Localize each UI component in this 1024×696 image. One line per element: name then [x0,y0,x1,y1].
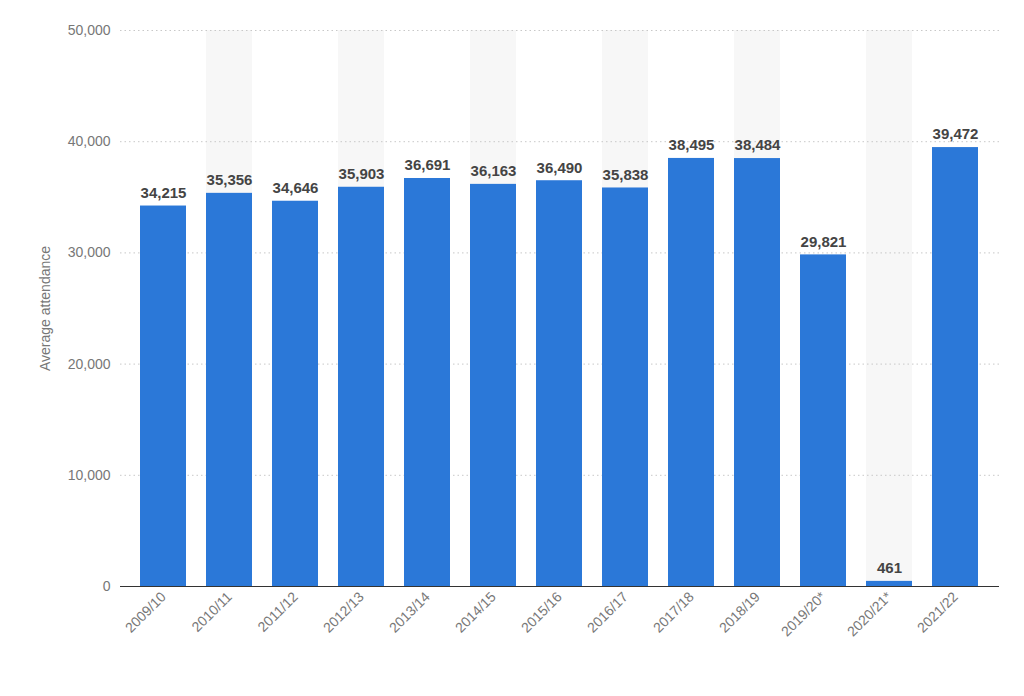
svg-text:40,000: 40,000 [68,133,111,149]
svg-text:39,472: 39,472 [933,125,979,142]
svg-text:2009/10: 2009/10 [122,588,169,635]
svg-text:2018/19: 2018/19 [716,588,763,635]
svg-text:20,000: 20,000 [68,356,111,372]
svg-text:36,490: 36,490 [537,159,583,176]
svg-text:36,691: 36,691 [405,156,451,173]
svg-text:2020/21*: 2020/21* [844,588,895,639]
svg-text:50,000: 50,000 [68,22,111,38]
svg-text:29,821: 29,821 [801,233,847,250]
svg-text:2017/18: 2017/18 [650,588,697,635]
svg-text:2016/17: 2016/17 [584,588,631,635]
svg-text:30,000: 30,000 [68,244,111,260]
svg-text:461: 461 [877,559,902,576]
svg-text:2019/20*: 2019/20* [778,588,829,639]
svg-text:38,495: 38,495 [669,136,715,153]
svg-text:2011/12: 2011/12 [254,588,301,635]
svg-text:35,903: 35,903 [339,165,385,182]
svg-text:35,356: 35,356 [207,171,253,188]
svg-text:2014/15: 2014/15 [452,588,499,635]
svg-text:34,215: 34,215 [141,184,187,201]
svg-text:38,484: 38,484 [735,136,782,153]
svg-text:2010/11: 2010/11 [188,588,235,635]
svg-text:Average attendance: Average attendance [37,246,53,371]
svg-text:2012/13: 2012/13 [320,588,367,635]
svg-text:0: 0 [103,578,111,594]
svg-text:2015/16: 2015/16 [518,588,565,635]
svg-text:10,000: 10,000 [68,467,111,483]
svg-text:35,838: 35,838 [603,166,649,183]
svg-text:34,646: 34,646 [273,179,319,196]
svg-text:36,163: 36,163 [471,162,517,179]
svg-text:2013/14: 2013/14 [386,588,433,635]
svg-text:2021/22: 2021/22 [914,588,961,635]
